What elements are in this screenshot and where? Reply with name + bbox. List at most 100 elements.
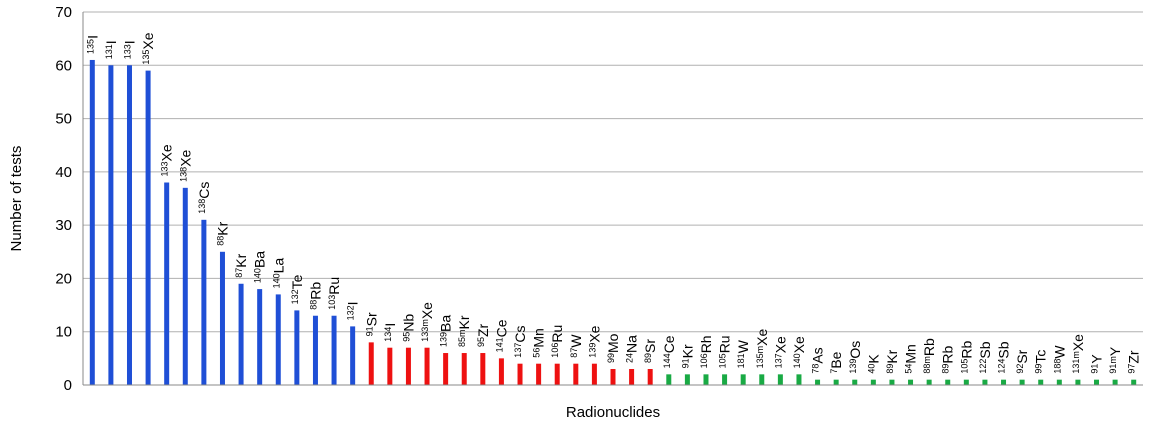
element-symbol: Xe: [791, 336, 807, 353]
data-label-92-Sr: 92Sr: [1014, 349, 1030, 373]
element-symbol: Rb: [307, 282, 323, 300]
element-symbol: Ce: [661, 335, 677, 353]
element-symbol: Tc: [1033, 350, 1049, 364]
y-tick-label: 10: [55, 324, 72, 341]
mass-number: 135m: [755, 346, 765, 369]
bar-132-Te: [294, 310, 300, 385]
bar-91-Kr: [684, 374, 690, 385]
mass-number: 24: [625, 353, 635, 363]
mass-number: 91m: [1108, 356, 1118, 374]
y-tick-label: 0: [64, 377, 72, 394]
bars: [89, 59, 1137, 386]
mass-number: 122: [978, 359, 988, 374]
element-symbol: W: [568, 334, 584, 348]
bar-131-I: [108, 65, 114, 385]
mass-number: 139: [439, 332, 449, 347]
gridlines: [83, 11, 1143, 333]
mass-number: 91: [680, 358, 690, 368]
mass-number: 181: [736, 353, 746, 368]
element-symbol: Ba: [252, 251, 268, 268]
mass-number: 95: [401, 332, 411, 342]
mass-number: 56: [532, 348, 542, 358]
bar-85m-Kr: [461, 353, 467, 385]
element-symbol: Rb: [921, 338, 937, 356]
element-symbol: Kr: [233, 253, 249, 267]
data-label-140-La: 140La: [270, 258, 286, 289]
bar-40-K: [870, 379, 876, 385]
mass-number: 105: [718, 353, 728, 368]
element-symbol: Sr: [642, 339, 658, 353]
bar-135-Xe: [145, 70, 151, 386]
data-label-133-Xe: 133Xe: [159, 144, 175, 176]
element-symbol: Xe: [754, 328, 770, 345]
data-label-89-Kr: 89Kr: [884, 349, 900, 373]
mass-number: 124: [997, 359, 1007, 374]
bar-103-Ru: [331, 315, 337, 385]
mass-number: 188: [1052, 359, 1062, 374]
data-label-106-Rh: 106Rh: [698, 335, 714, 368]
element-symbol: Zr: [1126, 350, 1142, 364]
element-symbol: K: [865, 354, 881, 364]
bar-95-Zr: [480, 353, 486, 385]
element-symbol: Ru: [549, 325, 565, 343]
element-symbol: Rb: [940, 346, 956, 364]
element-symbol: As: [810, 347, 826, 363]
data-label-144-Ce: 144Ce: [661, 335, 677, 368]
element-symbol: Be: [828, 351, 844, 368]
data-label-105-Rb: 105Rb: [958, 341, 974, 374]
bar-135m-Xe: [759, 374, 765, 385]
element-symbol: Sr: [1014, 349, 1030, 363]
data-label-103-Ru: 103Ru: [326, 277, 342, 310]
mass-number: 140: [792, 353, 802, 368]
mass-number: 135: [141, 50, 151, 65]
element-symbol: Mo: [605, 333, 621, 353]
data-label-87-W: 87W: [568, 334, 584, 358]
data-label-24-Na: 24Na: [624, 335, 640, 363]
data-label-181-W: 181W: [735, 339, 751, 368]
y-axis-title: Number of tests: [8, 146, 25, 252]
element-symbol: W: [735, 339, 751, 353]
data-label-88-Kr: 88Kr: [214, 221, 230, 245]
bar-88-Kr: [219, 251, 225, 385]
element-symbol: Zr: [475, 323, 491, 337]
data-label-40-K: 40K: [865, 354, 881, 374]
mass-number: 138: [178, 167, 188, 182]
mass-number: 95: [476, 337, 486, 347]
bar-89-Rb: [945, 379, 951, 385]
bar-133m-Xe: [424, 347, 430, 385]
element-symbol: Rb: [958, 341, 974, 359]
element-symbol: Xe: [419, 302, 435, 319]
mass-number: 139: [848, 359, 858, 374]
element-symbol: Xe: [772, 336, 788, 353]
mass-number: 89: [643, 353, 653, 363]
data-label-138-Cs: 138Cs: [196, 182, 212, 214]
data-label-95-Nb: 95Nb: [400, 314, 416, 342]
bar-137-Xe: [777, 374, 783, 385]
data-label-85m-Kr: 85mKr: [456, 315, 472, 347]
data-label-105-Ru: 105Ru: [717, 335, 733, 368]
bar-138-Cs: [201, 219, 207, 385]
data-labels: 135I131I133I135Xe133Xe138Xe138Cs88Kr87Kr…: [84, 32, 1141, 373]
bar-88-Rb: [312, 315, 318, 385]
y-tick-label: 60: [55, 57, 72, 74]
mass-number: 85m: [457, 330, 467, 348]
bar-133-I: [126, 65, 132, 385]
mass-number: 133: [160, 161, 170, 176]
data-label-88m-Rb: 88mRb: [921, 338, 937, 374]
element-symbol: Kr: [214, 221, 230, 235]
element-symbol: Xe: [1070, 334, 1086, 351]
bar-87-Kr: [238, 283, 244, 385]
data-label-89-Rb: 89Rb: [940, 346, 956, 374]
bar-137-Cs: [517, 363, 523, 385]
bar-144-Ce: [666, 374, 672, 385]
y-axis-ticks: 0 10 20 30 40 50 60 70: [55, 4, 72, 394]
element-symbol: Kr: [456, 315, 472, 329]
y-tick-label: 70: [55, 4, 72, 21]
y-tick-label: 50: [55, 111, 72, 128]
data-label-89-Sr: 89Sr: [642, 339, 658, 363]
bar-88m-Rb: [926, 379, 932, 385]
element-symbol: Kr: [884, 349, 900, 363]
bar-91-Sr: [368, 342, 374, 385]
data-label-133-I: 133I: [121, 40, 137, 59]
bar-140-La: [275, 294, 281, 385]
